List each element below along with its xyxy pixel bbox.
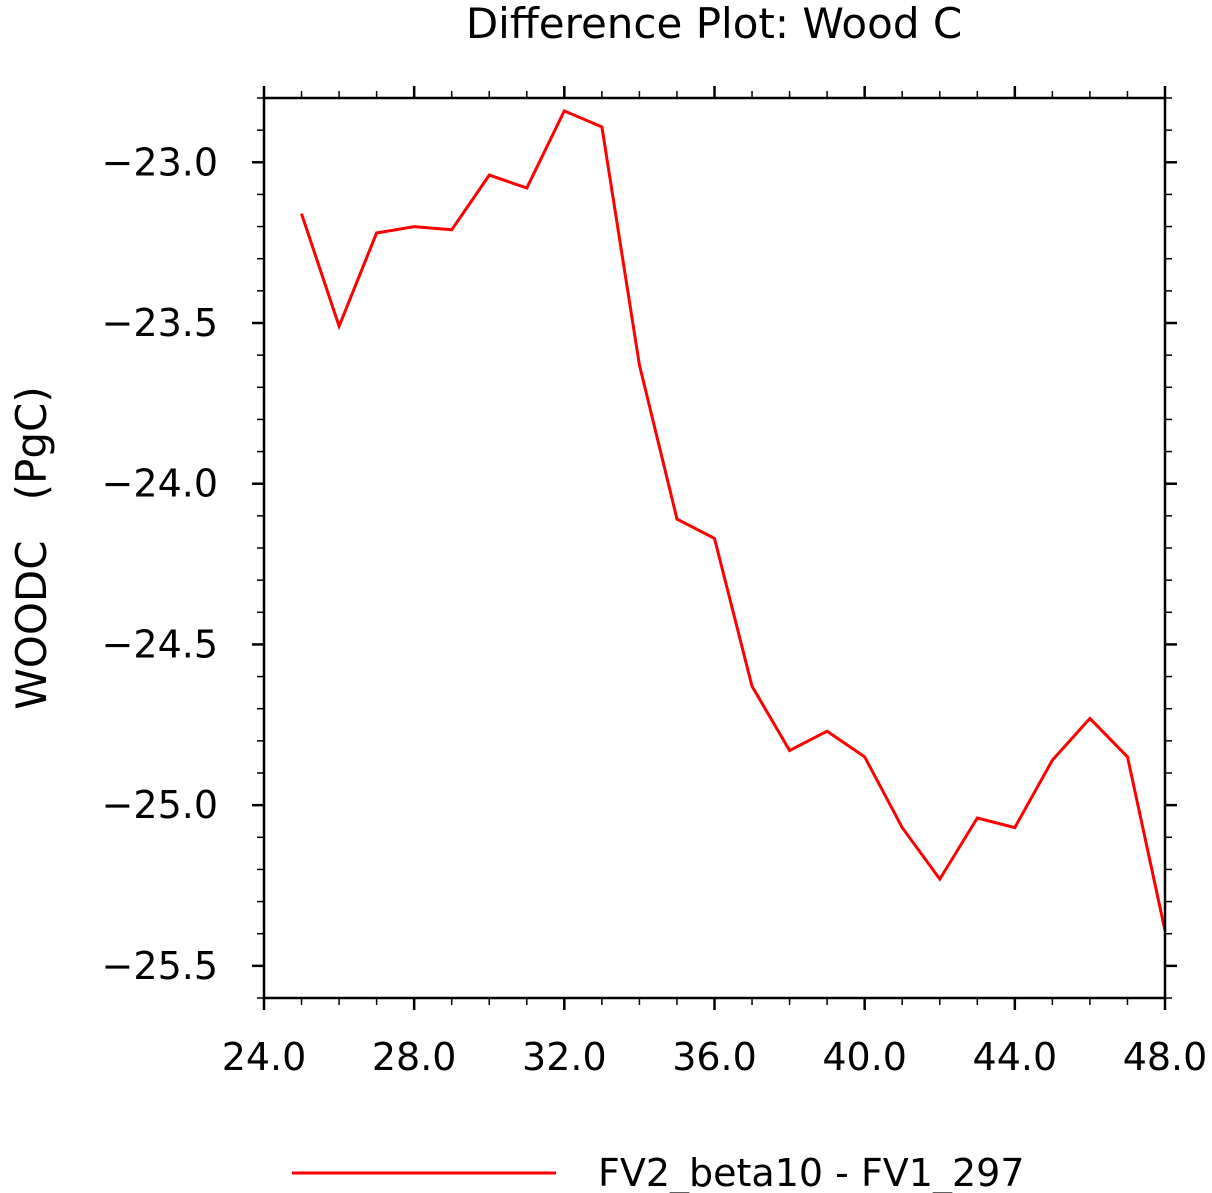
y-axis-label-group: WOODC (PgC) xyxy=(7,386,56,709)
y-tick-label: −24.0 xyxy=(102,462,218,506)
series-line-0 xyxy=(300,108,1167,931)
x-tick-label: 40.0 xyxy=(822,1035,907,1079)
legend: FV2_beta10 - FV1_297 xyxy=(292,1151,1025,1193)
legend-label: FV2_beta10 - FV1_297 xyxy=(598,1151,1025,1193)
y-tick-label: −25.5 xyxy=(102,944,218,988)
chart-title: Difference Plot: Wood C xyxy=(466,0,962,48)
y-tick-label: −23.0 xyxy=(102,140,218,184)
y-tick-label: −23.5 xyxy=(102,301,218,345)
y-tick-label: −25.0 xyxy=(102,783,218,827)
x-tick-label: 24.0 xyxy=(222,1035,307,1079)
x-tick-label: 28.0 xyxy=(372,1035,457,1079)
x-tick-label: 36.0 xyxy=(672,1035,757,1079)
plot-frame xyxy=(262,96,1167,1000)
x-tick-label: 48.0 xyxy=(1123,1035,1208,1079)
y-tick-label: −24.5 xyxy=(102,622,218,666)
series-group xyxy=(300,108,1167,931)
axis-ticks xyxy=(252,86,1177,1010)
y-axis-label: WOODC (PgC) xyxy=(7,386,56,709)
x-tick-label: 44.0 xyxy=(973,1035,1058,1079)
x-tick-label: 32.0 xyxy=(522,1035,607,1079)
axis-tick-labels: 24.0 28.0 32.0 36.0 40.0 44.0 48.0 −23.0 −23.5 −2… xyxy=(102,140,1208,1079)
